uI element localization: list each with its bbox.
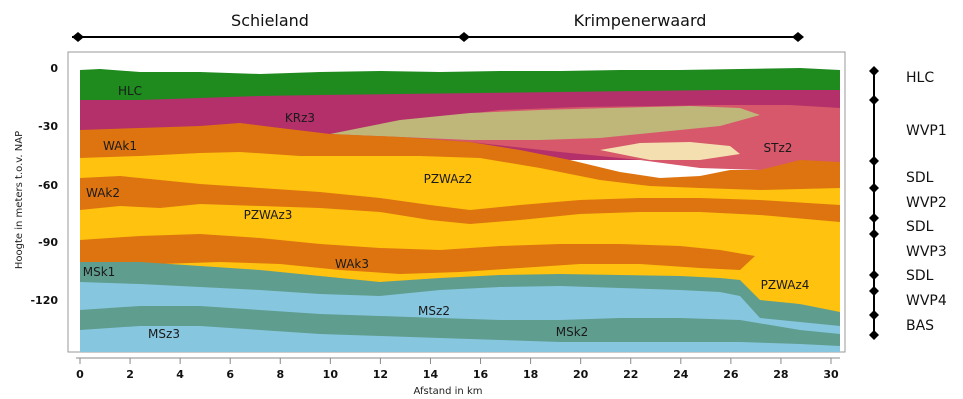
x-tick-label: 16 — [473, 368, 489, 381]
unit-label-stz2: STz2 — [764, 141, 793, 155]
x-tick-label: 12 — [373, 368, 388, 381]
y-tick-label: -90 — [38, 236, 58, 249]
x-tick-label: 4 — [176, 368, 184, 381]
x-tick-label: 2 — [126, 368, 134, 381]
legend-label-sdl: SDL — [906, 219, 934, 235]
legend-label-wvp2: WVP2 — [906, 195, 947, 211]
diamond-marker — [869, 95, 879, 105]
unit-label-msk2: MSk2 — [556, 325, 589, 339]
unit-label-pzwaz3: PZWAz3 — [244, 208, 293, 222]
x-axis: Afstand in km 0 2 4 6 8 10 12 14 16 18 20 22 24 26 28 3… — [76, 357, 840, 397]
x-tick-label: 14 — [423, 368, 439, 381]
diamond-marker — [869, 66, 879, 76]
diamond-marker — [869, 310, 879, 320]
legend-label-hlc: HLC — [906, 70, 934, 86]
y-tick-label: 0 — [50, 62, 58, 75]
unit-label-msz3: MSz3 — [148, 327, 180, 341]
layer-khaki — [330, 106, 760, 140]
legend-label-sdl: SDL — [906, 268, 934, 284]
x-tick-label: 22 — [623, 368, 638, 381]
layer-pzwaz4 — [740, 258, 840, 312]
unit-label-wak2: WAk2 — [86, 186, 120, 200]
hydro-legend: HLC WVP1 SDL WVP2 SDL WVP3 SDL WVP4 BAS — [869, 66, 947, 340]
x-tick-label: 30 — [823, 368, 839, 381]
diamond-marker — [869, 286, 879, 296]
diamond-marker — [869, 330, 879, 340]
plot-area: HLC KRz3 WAk1 PZWAz2 WAk2 PZWAz3 WAk3 ST… — [67, 51, 846, 353]
diamond-marker — [869, 183, 879, 193]
unit-label-wak3: WAk3 — [335, 257, 369, 271]
diamond-marker — [72, 32, 84, 42]
unit-label-pzwaz4: PZWAz4 — [761, 278, 810, 292]
unit-label-krz3: KRz3 — [285, 111, 315, 125]
unit-label-msk1: MSk1 — [83, 265, 116, 279]
legend-label-bas: BAS — [906, 318, 934, 334]
x-tick-label: 8 — [276, 368, 284, 381]
legend-label-wvp3: WVP3 — [906, 244, 947, 260]
layer-wak2 — [80, 176, 840, 224]
diamond-marker — [792, 32, 804, 42]
region-label-schieland: Schieland — [231, 11, 309, 30]
diamond-marker — [458, 32, 470, 42]
legend-label-wvp4: WVP4 — [906, 293, 947, 309]
layer-msz3 — [80, 326, 840, 352]
x-axis-label: Afstand in km — [414, 386, 483, 397]
y-axis-label: Hoogte in meters t.o.v. NAP — [14, 131, 25, 269]
x-tick-label: 20 — [573, 368, 589, 381]
x-tick-label: 28 — [773, 368, 788, 381]
region-label-krimpenerwaard: Krimpenerwaard — [574, 11, 707, 30]
x-tick-label: 18 — [523, 368, 538, 381]
unit-label-pzwaz2: PZWAz2 — [424, 172, 473, 186]
diamond-marker — [869, 156, 879, 166]
diamond-marker — [869, 213, 879, 223]
layer-cream — [600, 142, 740, 160]
diamond-marker — [869, 229, 879, 239]
x-tick-label: 10 — [323, 368, 339, 381]
region-spans: Schieland Krimpenerwaard — [72, 11, 804, 42]
y-tick-label: -120 — [30, 294, 58, 307]
x-tick-label: 26 — [723, 368, 739, 381]
y-tick-label: -30 — [38, 120, 58, 133]
unit-label-wak1: WAk1 — [103, 139, 137, 153]
layer-wak3 — [80, 234, 755, 274]
x-tick-label: 6 — [226, 368, 234, 381]
x-tick-label: 24 — [673, 368, 689, 381]
y-axis: 0 -30 -60 -90 -120 Hoogte in meters t.o.… — [14, 62, 58, 307]
unit-label-hlc: HLC — [118, 84, 142, 98]
legend-label-sdl: SDL — [906, 170, 934, 186]
legend-label-wvp1: WVP1 — [906, 123, 947, 139]
diamond-marker — [869, 270, 879, 280]
unit-label-msz2: MSz2 — [418, 304, 450, 318]
y-tick-label: -60 — [38, 179, 58, 192]
x-tick-label: 0 — [76, 368, 84, 381]
